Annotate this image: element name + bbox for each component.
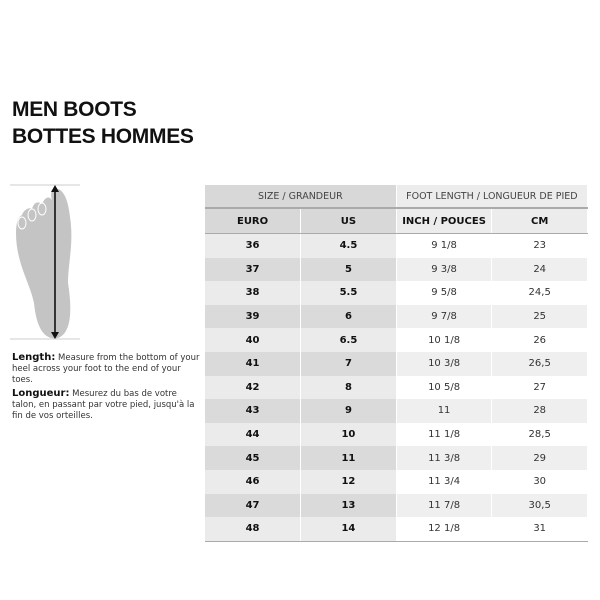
table-row: 40 6.5 10 1/8 26 <box>205 328 588 352</box>
euro-cell: 42 <box>205 375 302 400</box>
cm-cell: 24 <box>491 257 588 282</box>
title-english: MEN BOOTS <box>12 98 137 121</box>
us-cell: 9 <box>300 399 397 423</box>
table-row: 48 14 12 1/8 31 <box>205 517 588 542</box>
column-header-inch: INCH / POUCES <box>396 208 493 234</box>
cm-cell: 31 <box>491 517 588 542</box>
group-header-size: SIZE / GRANDEUR <box>205 185 397 209</box>
table-row: 46 12 11 3/4 30 <box>205 469 588 494</box>
title-french: BOTTES HOMMES <box>12 125 194 148</box>
length-description-french: Longueur: Mesurez du bas de votre talon,… <box>12 388 202 422</box>
inch-cell: 9 7/8 <box>396 304 493 329</box>
foot-length-diagram-icon <box>10 184 80 340</box>
us-cell: 11 <box>300 446 397 470</box>
table-row: 43 9 11 28 <box>205 399 588 423</box>
euro-cell: 41 <box>205 351 302 376</box>
table-row: 38 5.5 9 5/8 24,5 <box>205 281 588 305</box>
us-cell: 13 <box>300 493 397 518</box>
cm-cell: 23 <box>491 233 588 258</box>
cm-cell: 28 <box>491 399 588 423</box>
inch-cell: 9 3/8 <box>396 257 493 282</box>
euro-cell: 47 <box>205 493 302 518</box>
euro-cell: 37 <box>205 257 302 282</box>
euro-cell: 36 <box>205 233 302 258</box>
table-row: 37 5 9 3/8 24 <box>205 257 588 282</box>
inch-cell: 11 <box>396 399 493 423</box>
longueur-text: Mesurez du bas de votre talon, en passan… <box>12 389 195 421</box>
inch-cell: 9 1/8 <box>396 233 493 258</box>
euro-cell: 39 <box>205 304 302 329</box>
cm-cell: 30 <box>491 469 588 494</box>
us-cell: 8 <box>300 375 397 400</box>
length-description-english: Length: Measure from the bottom of your … <box>12 352 202 386</box>
column-header-cm: CM <box>491 208 588 234</box>
table-row: 36 4.5 9 1/8 23 <box>205 233 588 258</box>
cm-cell: 28,5 <box>491 422 588 447</box>
column-header-euro: EURO <box>205 208 302 234</box>
cm-cell: 30,5 <box>491 493 588 518</box>
inch-cell: 9 5/8 <box>396 281 493 305</box>
inch-cell: 10 1/8 <box>396 328 493 352</box>
euro-cell: 46 <box>205 469 302 494</box>
us-cell: 14 <box>300 517 397 542</box>
table-row: 41 7 10 3/8 26,5 <box>205 351 588 376</box>
inch-cell: 10 3/8 <box>396 351 493 376</box>
cm-cell: 27 <box>491 375 588 400</box>
euro-cell: 45 <box>205 446 302 470</box>
euro-cell: 48 <box>205 517 302 542</box>
us-cell: 12 <box>300 469 397 494</box>
inch-cell: 10 5/8 <box>396 375 493 400</box>
cm-cell: 26 <box>491 328 588 352</box>
euro-cell: 43 <box>205 399 302 423</box>
cm-cell: 25 <box>491 304 588 329</box>
us-cell: 7 <box>300 351 397 376</box>
us-cell: 6.5 <box>300 328 397 352</box>
group-header-foot-length: FOOT LENGTH / LONGUEUR DE PIED <box>396 185 589 209</box>
column-header-us: US <box>300 208 397 234</box>
us-cell: 5 <box>300 257 397 282</box>
inch-cell: 11 1/8 <box>396 422 493 447</box>
euro-cell: 38 <box>205 281 302 305</box>
us-cell: 4.5 <box>300 233 397 258</box>
longueur-label: Longueur: <box>12 388 70 399</box>
inch-cell: 12 1/8 <box>396 517 493 542</box>
euro-cell: 40 <box>205 328 302 352</box>
us-cell: 5.5 <box>300 281 397 305</box>
inch-cell: 11 7/8 <box>396 493 493 518</box>
table-row: 39 6 9 7/8 25 <box>205 304 588 329</box>
table-row: 42 8 10 5/8 27 <box>205 375 588 400</box>
table-row: 47 13 11 7/8 30,5 <box>205 493 588 518</box>
cm-cell: 24,5 <box>491 281 588 305</box>
cm-cell: 29 <box>491 446 588 470</box>
euro-cell: 44 <box>205 422 302 447</box>
table-row: 44 10 11 1/8 28,5 <box>205 422 588 447</box>
us-cell: 6 <box>300 304 397 329</box>
cm-cell: 26,5 <box>491 351 588 376</box>
table-row: 45 11 11 3/8 29 <box>205 446 588 470</box>
length-text: Measure from the bottom of your heel acr… <box>12 353 200 385</box>
page-title: MEN BOOTS BOTTES HOMMES <box>12 96 194 150</box>
length-label: Length: <box>12 352 56 363</box>
inch-cell: 11 3/8 <box>396 446 493 470</box>
size-chart-table: SIZE / GRANDEUR FOOT LENGTH / LONGUEUR D… <box>205 185 589 542</box>
inch-cell: 11 3/4 <box>396 469 493 494</box>
us-cell: 10 <box>300 422 397 447</box>
